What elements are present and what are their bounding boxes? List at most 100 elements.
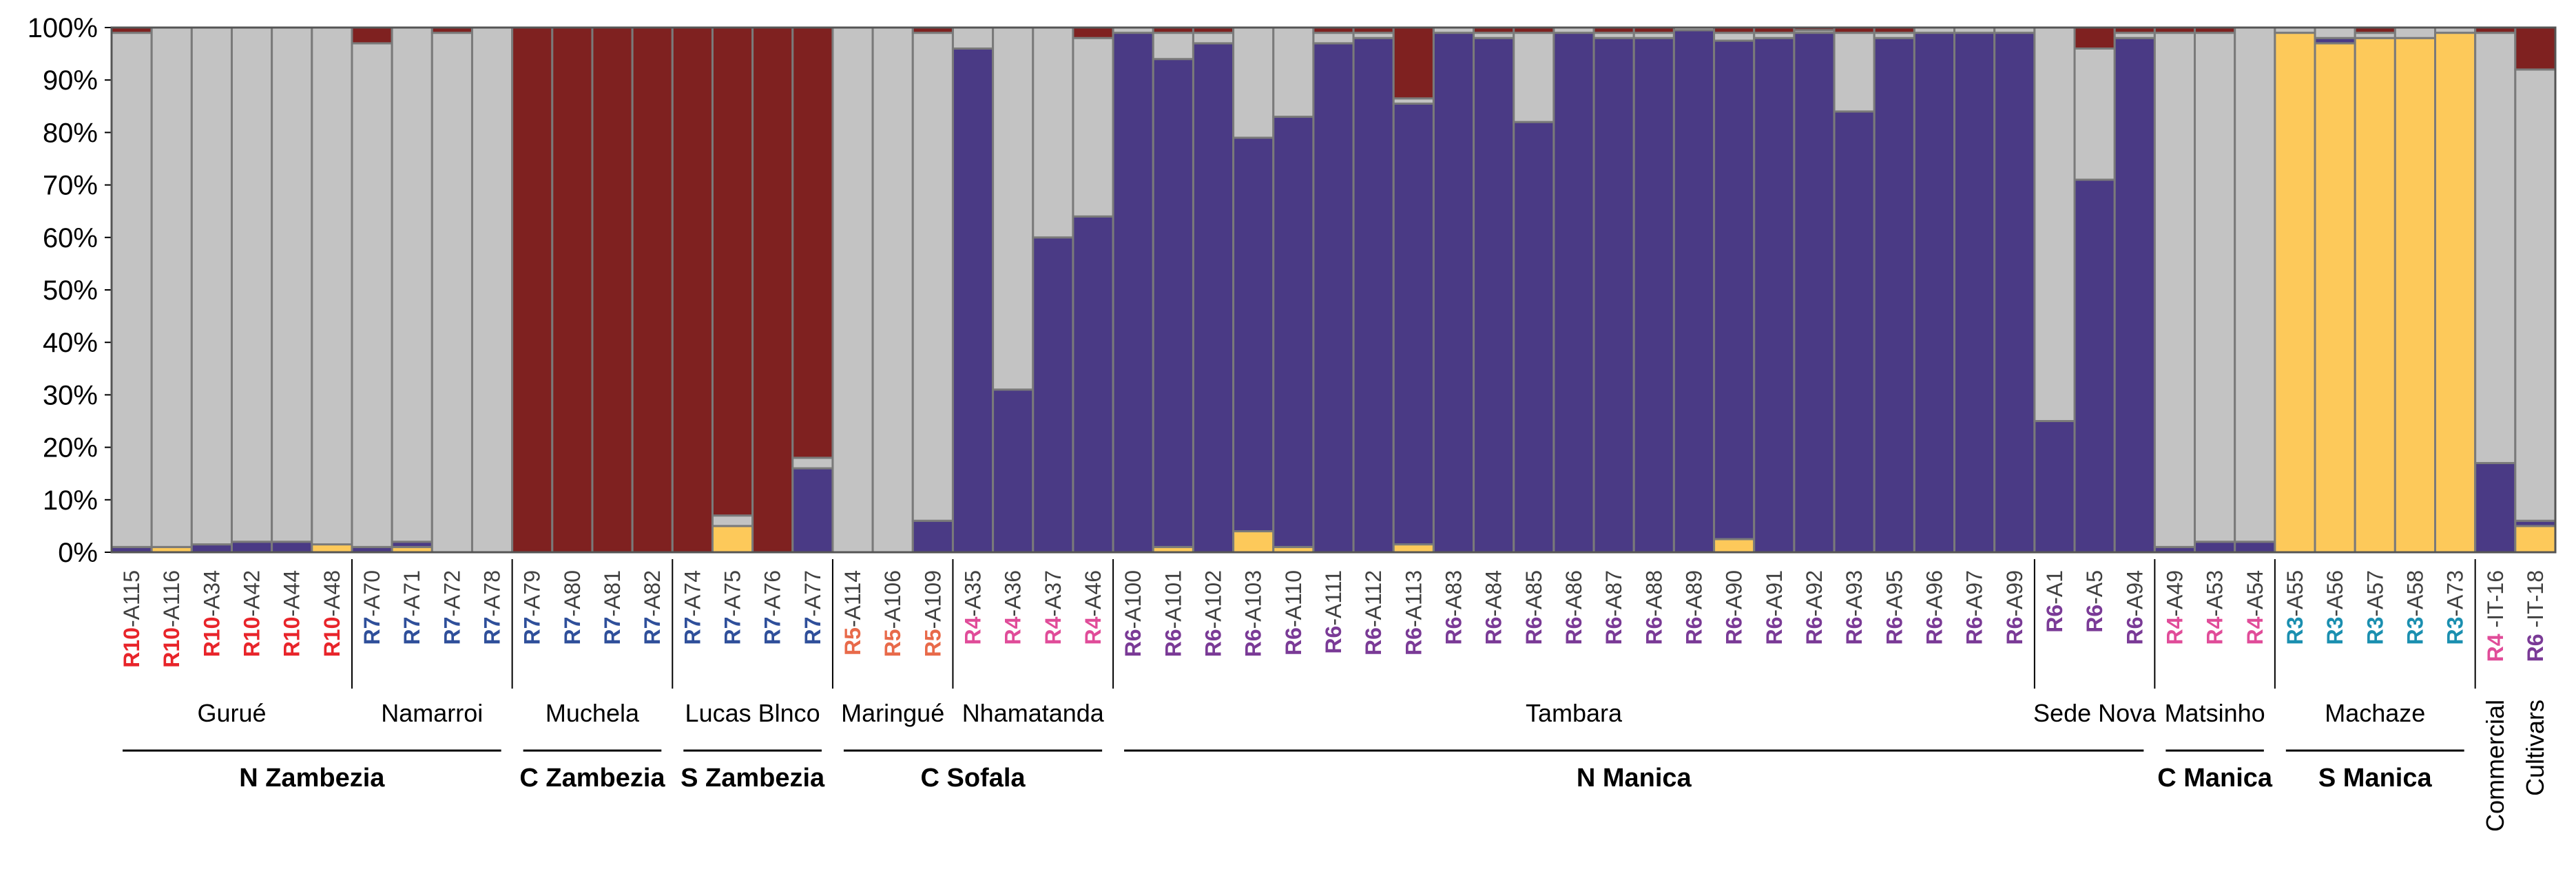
sample-label-suffix: -A34 — [199, 570, 224, 617]
sample-bar — [1192, 26, 1235, 554]
sample-label-suffix: -A91 — [1762, 570, 1787, 617]
bar-segment-grey — [992, 26, 1035, 391]
sample-bar — [2113, 26, 2156, 554]
sample-bar — [911, 26, 954, 554]
y-tick-label: 100% — [28, 13, 98, 43]
sample-label: R5-A114 — [840, 570, 865, 656]
y-axis-ticks: 0% 10% 20% 30% 40% 50% 60% 70% 80% 90% 100% — [28, 13, 112, 568]
bar-segment-grey — [2073, 47, 2116, 181]
sample-bar — [2314, 26, 2356, 554]
sample-label-prefix: R7 — [520, 617, 545, 645]
sample-labels: R10-A115R10-A116R10-A34R10-A42R10-A44R10… — [119, 570, 2548, 668]
bar-segment-grey — [2153, 32, 2196, 548]
sample-label: R10-A48 — [320, 570, 344, 657]
bar-segment-purple — [230, 541, 273, 554]
bar-segment-purple — [1713, 39, 1756, 541]
sample-label-prefix: R10 — [159, 627, 184, 668]
sample-label-prefix: R6 — [1121, 629, 1145, 657]
sample-label-suffix: -A116 — [159, 570, 184, 627]
location-label: Muchela — [546, 699, 640, 727]
sample-label: R6-A97 — [1962, 570, 1987, 645]
sample-bar — [1552, 26, 1595, 554]
y-tick-label: 0% — [58, 538, 98, 568]
sample-label-prefix: R4 — [1081, 616, 1105, 645]
sample-label: R4-A53 — [2203, 570, 2227, 645]
bar-segment-grey — [391, 26, 433, 543]
sample-label: R7-A80 — [560, 570, 585, 645]
sample-label-suffix: -A57 — [2362, 570, 2387, 617]
sample-label: R4-A49 — [2162, 570, 2187, 645]
sample-label-suffix: -A106 — [880, 570, 905, 629]
sample-label: R7-A77 — [800, 570, 825, 645]
sample-label-prefix: R6 — [1361, 627, 1386, 656]
bar-segment-purple — [1192, 42, 1235, 554]
bar-segment-grey — [711, 514, 754, 527]
sample-label: R10-A42 — [240, 570, 264, 657]
sample-label-prefix: R3 — [2323, 617, 2347, 645]
sample-bar — [430, 26, 473, 554]
sample-label-suffix: -A97 — [1962, 570, 1987, 617]
sample-label-prefix: R7 — [720, 617, 745, 645]
sample-label-prefix: R6 — [2002, 617, 2027, 645]
sample-label-prefix: R6 — [1922, 617, 1946, 645]
bar-segment-grey — [1833, 32, 1876, 113]
sample-label-suffix: -A53 — [2203, 570, 2227, 617]
bar-segment-red — [751, 26, 794, 554]
sample-bar — [2393, 26, 2437, 554]
sample-bar — [1672, 26, 1716, 554]
sample-label-prefix: R4 — [1041, 616, 1066, 645]
bar-segment-grey — [351, 42, 393, 548]
sample-bar — [2474, 26, 2517, 554]
bar-segment-purple — [1592, 36, 1635, 554]
sample-label-suffix: -A44 — [280, 570, 304, 617]
sample-label-prefix: R6 — [1842, 617, 1867, 645]
sample-label-prefix: R6 — [1882, 617, 1907, 645]
sample-label: R10-A34 — [199, 570, 224, 657]
sample-bar — [110, 26, 153, 554]
y-tick-label: 70% — [43, 171, 98, 201]
sample-label: R7-A78 — [480, 570, 505, 645]
bar-segment-purple — [190, 543, 233, 554]
bar-segment-purple — [992, 388, 1035, 554]
sample-label-prefix: R6 — [1321, 626, 1346, 654]
y-tick-label: 50% — [43, 275, 98, 306]
bar-segment-grey — [150, 26, 193, 548]
bar-segment-grey — [311, 26, 353, 546]
sample-label-prefix: R6 — [1482, 617, 1506, 645]
location-label: Nhamatanda — [962, 699, 1105, 727]
sample-label-suffix: -A92 — [1802, 570, 1827, 617]
bar-segment-red — [351, 26, 393, 45]
sample-label: R6-A84 — [1482, 570, 1506, 645]
sample-label-suffix: -A89 — [1681, 570, 1706, 617]
sample-bar — [1632, 26, 1675, 554]
sample-label: R6 -IT-18 — [2523, 570, 2548, 662]
sample-label-suffix: -A80 — [560, 570, 585, 617]
sample-label-suffix: -A94 — [2122, 570, 2147, 617]
sample-bar — [992, 26, 1035, 554]
sample-bar — [551, 26, 594, 554]
sample-label: R4-A35 — [961, 570, 986, 645]
sample-bar — [1272, 26, 1315, 554]
sample-label-suffix: -A88 — [1641, 570, 1666, 617]
sample-label-suffix: -A82 — [640, 570, 665, 617]
bar-segment-purple — [1672, 29, 1716, 554]
sample-label: R3-A73 — [2443, 570, 2468, 645]
sample-bar — [271, 26, 313, 554]
sample-label-suffix: -A110 — [1281, 570, 1306, 627]
bar-segment-grey — [1152, 32, 1194, 61]
bar-segment-purple — [1232, 136, 1275, 533]
sample-bar — [511, 26, 554, 554]
sample-label-prefix: R10 — [199, 617, 224, 658]
location-label: Gurué — [197, 699, 266, 727]
sample-bar — [1112, 26, 1154, 554]
sample-label-suffix: -A115 — [119, 570, 144, 627]
sample-label-suffix: -A93 — [1842, 570, 1867, 617]
bar-segment-purple — [911, 519, 954, 554]
sample-bar — [751, 26, 794, 554]
bar-segment-grey — [1713, 32, 1756, 42]
sample-label-suffix: -IT-16 — [2483, 570, 2508, 634]
sample-label-prefix: R7 — [560, 617, 585, 645]
sample-label-suffix: -A36 — [1001, 570, 1026, 617]
bar-segment-purple — [1873, 36, 1915, 554]
